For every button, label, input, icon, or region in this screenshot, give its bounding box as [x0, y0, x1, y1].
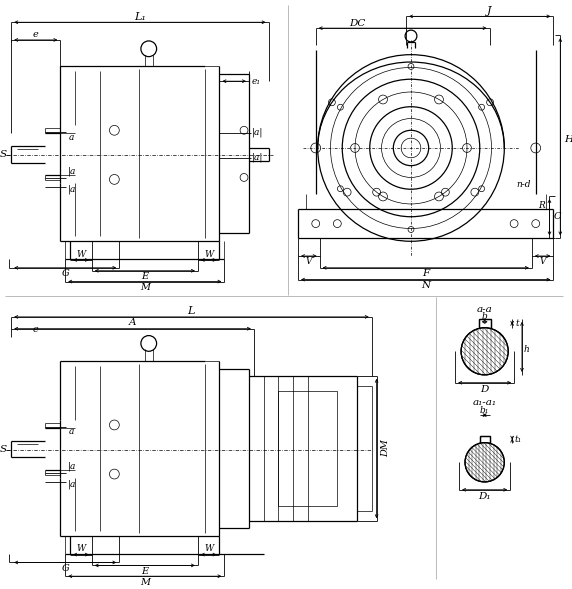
Text: V: V — [305, 257, 312, 266]
Text: S: S — [0, 150, 6, 160]
Text: F: F — [422, 269, 430, 278]
Text: M: M — [140, 283, 150, 292]
Text: G: G — [61, 564, 69, 573]
Bar — [480, 436, 490, 442]
Text: S: S — [0, 445, 6, 454]
Text: |a: |a — [68, 184, 77, 194]
Text: N: N — [421, 281, 430, 290]
Text: DC: DC — [349, 19, 365, 28]
Bar — [479, 319, 491, 327]
Text: V: V — [539, 257, 546, 266]
Text: a: a — [68, 133, 74, 142]
Circle shape — [465, 442, 505, 482]
Text: e: e — [33, 29, 39, 38]
Text: L₁: L₁ — [134, 12, 146, 22]
Text: t₁: t₁ — [514, 435, 522, 444]
Text: a-a: a-a — [477, 305, 492, 313]
Text: G: G — [61, 269, 69, 278]
Text: |a: |a — [68, 479, 77, 489]
Text: E: E — [141, 567, 148, 576]
Text: n-d: n-d — [517, 180, 531, 189]
Text: D₁: D₁ — [478, 492, 491, 501]
Text: t: t — [515, 319, 519, 328]
Text: J: J — [487, 6, 492, 16]
Text: b₁: b₁ — [480, 406, 490, 415]
Text: a₁-a₁: a₁-a₁ — [472, 398, 496, 407]
Circle shape — [461, 327, 509, 375]
Bar — [279, 391, 337, 507]
Text: W: W — [76, 544, 86, 553]
Text: E: E — [141, 272, 148, 281]
Text: b: b — [482, 312, 487, 322]
Text: H: H — [564, 135, 572, 144]
Text: e₁: e₁ — [252, 77, 261, 85]
Text: C: C — [554, 212, 561, 221]
Text: |a: |a — [68, 461, 77, 471]
Text: W: W — [204, 250, 213, 259]
Text: W: W — [204, 544, 213, 553]
Text: e: e — [33, 325, 39, 334]
Text: a: a — [68, 428, 74, 436]
Text: DM: DM — [382, 439, 391, 458]
Text: A: A — [128, 318, 136, 327]
Text: |a|: |a| — [252, 127, 263, 137]
Text: L: L — [187, 306, 194, 316]
Text: h: h — [524, 345, 530, 354]
Text: |a|: |a| — [252, 152, 263, 161]
Text: R: R — [538, 201, 545, 210]
Text: M: M — [140, 578, 150, 587]
Text: W: W — [76, 250, 86, 259]
Text: D: D — [480, 385, 489, 394]
Text: |a: |a — [68, 167, 77, 176]
